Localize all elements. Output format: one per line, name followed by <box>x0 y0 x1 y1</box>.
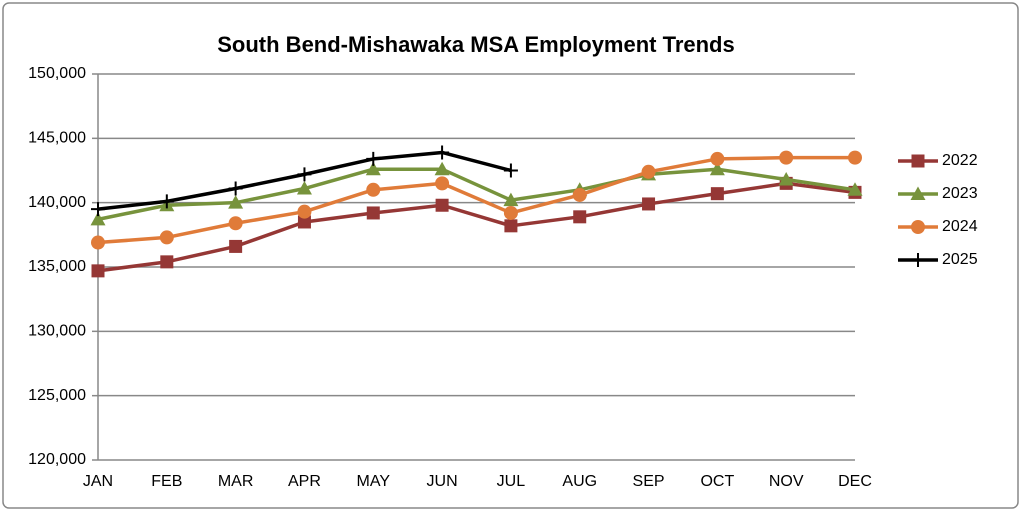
data-point <box>434 161 450 176</box>
chart-title: South Bend-Mishawaka MSA Employment Tren… <box>217 32 734 57</box>
data-point <box>91 202 105 217</box>
y-tick-label: 125,000 <box>28 387 86 404</box>
data-point <box>709 161 725 176</box>
data-point <box>435 176 450 191</box>
x-tick-label: MAR <box>218 473 254 490</box>
chart-border <box>2 2 1019 509</box>
data-point <box>90 211 106 226</box>
series-line <box>97 155 855 245</box>
data-point <box>297 167 312 182</box>
x-tick-label: DEC <box>838 473 872 490</box>
y-tick-label: 150,000 <box>28 65 86 82</box>
data-point <box>366 182 381 197</box>
legend-label: 2024 <box>942 218 978 235</box>
data-point <box>573 210 587 224</box>
x-tick-label: JUN <box>427 473 458 490</box>
legend-marker <box>911 220 925 234</box>
x-tick-label: MAY <box>357 473 391 490</box>
data-point <box>228 181 243 196</box>
data-point <box>296 181 312 195</box>
y-tick-label: 145,000 <box>28 130 86 147</box>
data-point <box>160 255 174 269</box>
legend-marker <box>911 154 925 168</box>
data-point <box>366 151 381 166</box>
data-point <box>503 163 518 178</box>
data-point <box>91 235 105 250</box>
legend-marker <box>910 186 926 200</box>
series-line <box>97 167 856 222</box>
y-tick-label: 135,000 <box>28 258 86 275</box>
data-point <box>847 182 863 196</box>
data-point <box>365 161 381 176</box>
x-tick-label: OCT <box>700 473 734 490</box>
y-tick-label: 130,000 <box>28 323 86 340</box>
data-point <box>848 150 862 165</box>
y-tick-label: 120,000 <box>28 451 86 468</box>
data-point <box>228 195 244 209</box>
data-point <box>297 204 312 219</box>
data-point <box>503 192 519 207</box>
legend-label: 2022 <box>942 152 978 169</box>
legend-label: 2023 <box>942 185 978 202</box>
data-point <box>435 198 449 212</box>
data-point <box>366 206 380 220</box>
data-point <box>641 164 656 179</box>
data-point <box>228 216 243 231</box>
data-point <box>435 145 450 160</box>
data-point <box>503 205 518 220</box>
data-point <box>91 264 105 278</box>
y-tick-label: 140,000 <box>28 194 86 211</box>
data-point <box>710 187 724 201</box>
legend-label: 2025 <box>942 251 978 268</box>
data-point <box>159 230 174 245</box>
x-tick-label: JAN <box>83 473 113 490</box>
data-point <box>572 187 587 202</box>
legend-marker <box>911 253 925 267</box>
data-point <box>779 150 794 165</box>
data-point <box>778 172 794 186</box>
data-point <box>159 194 174 209</box>
data-point <box>642 197 656 211</box>
data-point <box>710 151 725 166</box>
x-tick-label: SEP <box>633 473 665 490</box>
data-point <box>504 219 518 233</box>
data-point <box>297 215 311 229</box>
x-tick-label: APR <box>288 473 321 490</box>
x-tick-label: FEB <box>151 473 182 490</box>
x-tick-label: JUL <box>497 473 526 490</box>
x-tick-label: NOV <box>769 473 804 490</box>
series-line <box>97 181 856 273</box>
data-point <box>229 239 243 253</box>
x-tick-label: AUG <box>562 473 597 490</box>
